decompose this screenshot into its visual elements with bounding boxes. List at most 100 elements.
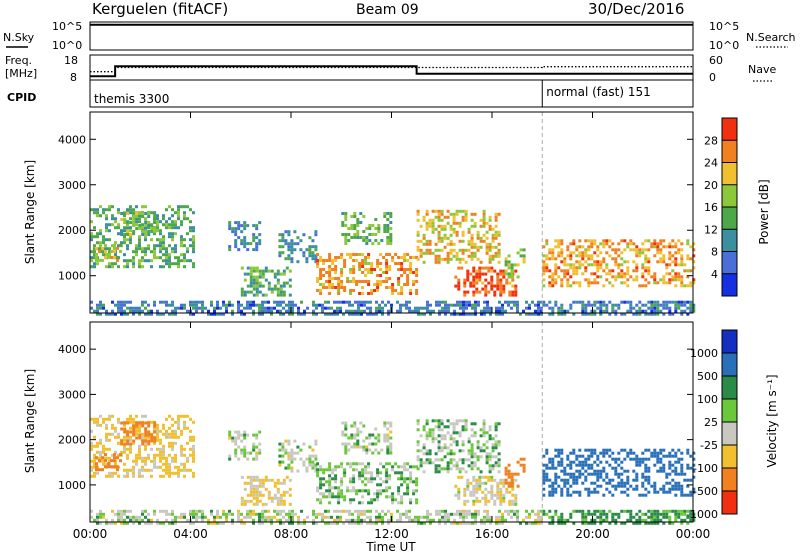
power-cell [314,245,318,249]
power-cell [504,257,508,261]
power-cell [575,300,579,304]
velocity-cell [270,518,273,522]
power-cell [237,306,240,310]
power-cell [376,289,380,292]
power-cell [635,278,639,282]
velocity-cell [186,426,189,430]
power-cell [452,230,456,234]
power-cell [276,269,280,273]
velocity-cell [381,518,384,522]
power-cell [334,271,338,274]
velocity-cell [680,512,684,516]
velocity-cell [626,493,630,497]
power-cell [551,278,555,282]
velocity-cell [252,518,255,522]
velocity-cell [437,443,441,447]
velocity-cell [290,466,294,470]
velocity-cell [605,512,609,516]
power-cell [114,303,117,307]
power-cell [581,257,585,261]
velocity-cell [192,471,195,475]
velocity-cell [144,459,147,463]
velocity-cell [542,509,546,513]
velocity-cell [542,463,546,467]
power-cell [425,221,429,225]
power-cell [415,292,419,295]
power-cell [90,300,93,304]
power-cell [168,256,171,260]
velocity-cell [264,515,267,519]
velocity-cell [409,501,413,505]
power-cell [328,292,332,295]
power-cell [249,303,252,307]
ytick-label: 3000 [58,388,86,401]
power-cell [623,312,627,316]
velocity-cell [602,454,606,458]
velocity-cell [495,518,498,522]
velocity-cell [578,454,582,458]
power-cell [285,266,289,270]
power-cell [452,254,456,258]
velocity-cell [668,466,672,470]
power-cell [623,272,627,276]
power-cell [476,233,480,237]
velocity-cell [391,501,395,505]
power-ylabel: Slant Range [km] [23,160,37,264]
power-cell [463,293,467,297]
velocity-cell [653,521,657,525]
velocity-cell [692,518,696,522]
power-cell [638,248,642,252]
velocity-cell [557,484,561,488]
velocity-cell [635,484,639,488]
velocity-cell [96,420,99,424]
power-cell [491,254,495,258]
velocity-cell [419,458,423,462]
velocity-cell [358,501,362,505]
velocity-cell [668,490,672,494]
power-cell [635,309,639,313]
velocity-cell [429,518,432,522]
power-cell [159,312,162,316]
velocity-cell [228,433,232,437]
power-cell [240,290,244,294]
power-cell [95,258,98,262]
velocity-cell [641,472,645,476]
power-cell [165,300,168,304]
power-cell [388,286,392,289]
velocity-cell [225,515,228,519]
power-cell [168,303,171,307]
velocity-cell [635,512,639,516]
power-cell [635,303,639,307]
velocity-cell [551,484,555,488]
velocity-cell [572,475,576,479]
velocity-cell [243,454,247,458]
velocity-cell [644,448,648,452]
power-cell [370,265,374,268]
velocity-cell [487,490,491,494]
velocity-cell [596,478,600,482]
power-cell [522,260,526,264]
velocity-cell [347,436,351,440]
colorbar-bin [722,422,737,446]
velocity-cell [476,455,480,459]
power-cell [379,268,383,271]
power-cell [434,257,438,261]
power-cell [351,303,354,307]
velocity-cell [490,478,494,482]
power-cell [469,272,473,276]
power-cell [207,312,210,316]
velocity-cell [475,487,479,491]
power-cell [449,248,453,252]
power-cell [98,258,101,262]
power-cell [228,221,232,225]
power-cell [240,242,244,246]
velocity-cell [255,445,259,449]
power-cell [431,221,435,225]
power-cell [488,248,492,252]
power-cell [692,309,696,313]
velocity-cell [129,515,132,519]
velocity-cell [246,515,249,519]
velocity-cell [491,455,495,459]
power-cell [599,263,603,267]
